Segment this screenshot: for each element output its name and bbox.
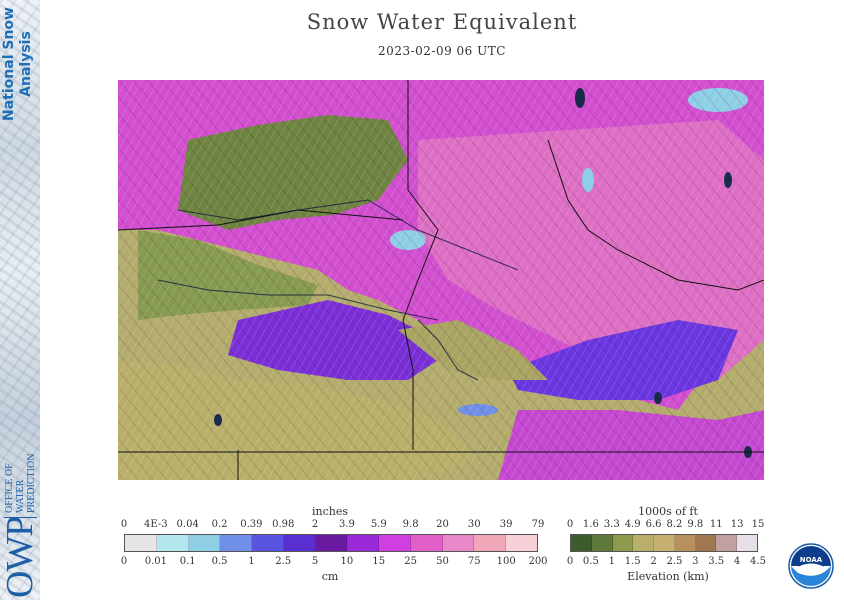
tick-label: 4.5 <box>750 556 766 567</box>
color-swatch <box>156 535 189 551</box>
tick-label: 4E-3 <box>144 519 168 530</box>
color-swatch <box>252 535 284 551</box>
tick-label: 10 <box>340 556 354 567</box>
lake <box>654 392 662 404</box>
snow-water-equivalent-map <box>118 80 764 480</box>
tick-label: 5.9 <box>370 519 387 530</box>
tick-label: 1.6 <box>582 519 599 530</box>
lake <box>582 168 594 192</box>
swe-legend-cm-title: cm <box>321 570 339 583</box>
tick-label: 0 <box>120 556 128 567</box>
owp-line-2: WATER <box>15 479 26 513</box>
tick-label: 79 <box>531 519 545 530</box>
tick-label: 3.3 <box>603 519 620 530</box>
color-swatch <box>188 535 221 551</box>
swe-legend-inches-title: inches <box>311 505 348 518</box>
tick-label: 2 <box>311 519 319 530</box>
color-swatch <box>506 535 537 551</box>
tick-label: 200 <box>528 556 548 567</box>
tick-label: 75 <box>467 556 481 567</box>
tick-label: 2.5 <box>275 556 292 567</box>
elevation-color-bar <box>570 534 758 552</box>
tick-label: 2 <box>650 556 657 567</box>
tick-label: 3.5 <box>708 556 725 567</box>
noaa-logo: NOAA <box>788 543 834 589</box>
color-swatch <box>220 535 253 551</box>
tick-label: 3 <box>692 556 699 567</box>
tick-label: 2.5 <box>666 556 683 567</box>
tick-label: 9.8 <box>687 519 704 530</box>
tick-label: 9.8 <box>402 519 419 530</box>
tick-label: 13 <box>730 519 744 530</box>
owp-letters: OWP <box>0 516 40 598</box>
terrain-shading-secondary <box>118 80 764 480</box>
tick-label: 5 <box>311 556 319 567</box>
color-swatch <box>379 535 411 551</box>
map-timestamp: 2023-02-09 06 UTC <box>378 44 506 58</box>
mountain-background <box>0 0 40 600</box>
color-swatch <box>442 535 475 551</box>
tick-label: 6.6 <box>645 519 662 530</box>
color-swatch <box>410 535 443 551</box>
tick-label: 39 <box>499 519 513 530</box>
tick-label: 0.5 <box>211 556 228 567</box>
tick-label: 4.9 <box>624 519 641 530</box>
lake <box>724 172 732 188</box>
tick-label: 0.39 <box>240 519 263 530</box>
owp-logo: OWP OFFICE OF WATER PREDICTION <box>0 408 40 598</box>
color-swatch <box>125 535 157 551</box>
tick-label: 8.2 <box>666 519 683 530</box>
tick-label: 0.04 <box>176 519 199 530</box>
owp-line-3: PREDICTION <box>26 453 37 513</box>
color-swatch <box>737 535 758 551</box>
color-swatch <box>474 535 507 551</box>
tick-label: 0.1 <box>179 556 196 567</box>
color-swatch <box>591 535 613 551</box>
tick-label: 0 <box>566 556 574 567</box>
state-boundaries <box>118 80 764 480</box>
tick-label: 20 <box>436 519 449 530</box>
tick-label: 50 <box>436 556 449 567</box>
color-swatch <box>716 535 738 551</box>
color-swatch <box>633 535 655 551</box>
color-swatch <box>571 535 592 551</box>
tick-label: 30 <box>467 519 481 530</box>
lake <box>575 88 585 108</box>
owp-line-1: OFFICE OF <box>4 463 15 513</box>
tick-label: 0.5 <box>582 556 599 567</box>
color-swatch <box>674 535 696 551</box>
owp-subtitle: OFFICE OF WATER PREDICTION <box>4 453 37 518</box>
tick-label: 15 <box>751 519 765 530</box>
branding-sidebar: National Snow Analysis OWP OFFICE OF WAT… <box>0 0 40 600</box>
elevation-legend-km-title: Elevation (km) <box>627 570 709 583</box>
tick-label: 4 <box>733 556 741 567</box>
tick-label: 0.01 <box>144 556 167 567</box>
tick-label: 100 <box>496 556 516 567</box>
rivers <box>157 199 519 381</box>
tick-label: 0 <box>566 519 574 530</box>
map-title: Snow Water Equivalent <box>306 10 578 34</box>
tick-label: 0.98 <box>272 519 295 530</box>
color-swatch <box>347 535 380 551</box>
swe-color-bar <box>124 534 538 552</box>
color-swatch <box>654 535 675 551</box>
tick-label: 11 <box>709 519 723 530</box>
tick-label: 25 <box>404 556 417 567</box>
lake <box>214 414 222 426</box>
noaa-logo-text: NOAA <box>800 556 823 564</box>
tick-label: 3.9 <box>338 519 355 530</box>
color-swatch <box>283 535 316 551</box>
tick-label: 1.5 <box>624 556 641 567</box>
tick-label: 15 <box>372 556 386 567</box>
color-swatch <box>612 535 634 551</box>
tick-label: 0 <box>120 519 128 530</box>
tick-label: 1 <box>248 556 255 567</box>
tick-label: 0.2 <box>211 519 228 530</box>
tick-label: 1 <box>608 556 615 567</box>
elevation-legend-feet-title: 1000s of ft <box>638 505 698 518</box>
color-swatch <box>315 535 348 551</box>
color-swatch <box>695 535 717 551</box>
